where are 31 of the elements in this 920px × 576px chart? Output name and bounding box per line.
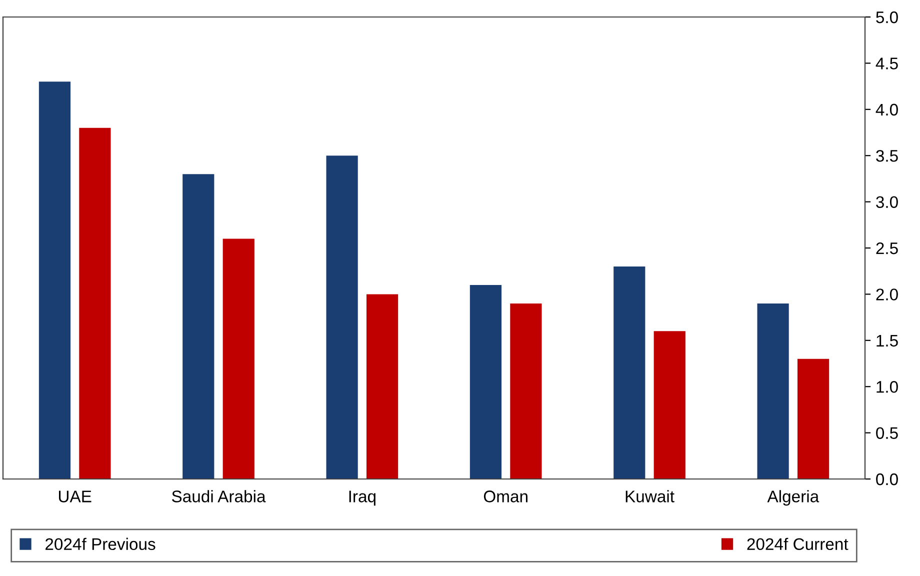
x-tick-label: UAE <box>58 490 92 502</box>
x-tick-label: Kuwait <box>626 490 674 502</box>
x-tick-label: Algeria <box>767 490 820 506</box>
x-tick-label: Iraq <box>349 490 376 506</box>
y-tick-label: 0.5 <box>876 427 898 440</box>
bar <box>38 82 71 479</box>
y-tick-label: 4.5 <box>876 58 898 70</box>
bar <box>326 156 358 479</box>
x-tick-label: Saudi Arabia <box>172 490 266 502</box>
bar <box>614 266 646 479</box>
bar <box>182 174 214 479</box>
bar <box>470 284 502 479</box>
x-tick-label: Oman <box>484 490 528 502</box>
y-tick-label: 4.0 <box>876 104 898 116</box>
y-tick-label: 1.5 <box>876 334 898 347</box>
bar <box>222 238 254 479</box>
bar <box>797 358 830 479</box>
bar <box>366 294 398 479</box>
y-tick-label: 0.0 <box>876 473 898 486</box>
bar <box>510 303 542 479</box>
y-tick-label: 3.0 <box>876 196 898 208</box>
y-tick-label: 5.0 <box>876 11 898 24</box>
y-tick-label: 3.5 <box>876 150 898 162</box>
legend-label: 2024f Previous <box>46 538 156 550</box>
y-tick-label: 2.5 <box>876 242 898 254</box>
bar <box>757 303 789 479</box>
y-tick-label: 1.0 <box>876 381 898 393</box>
legend-label: 2024f Current <box>747 538 848 550</box>
bar <box>654 331 686 479</box>
y-tick-label: 2.0 <box>876 288 898 300</box>
bar <box>79 128 111 479</box>
